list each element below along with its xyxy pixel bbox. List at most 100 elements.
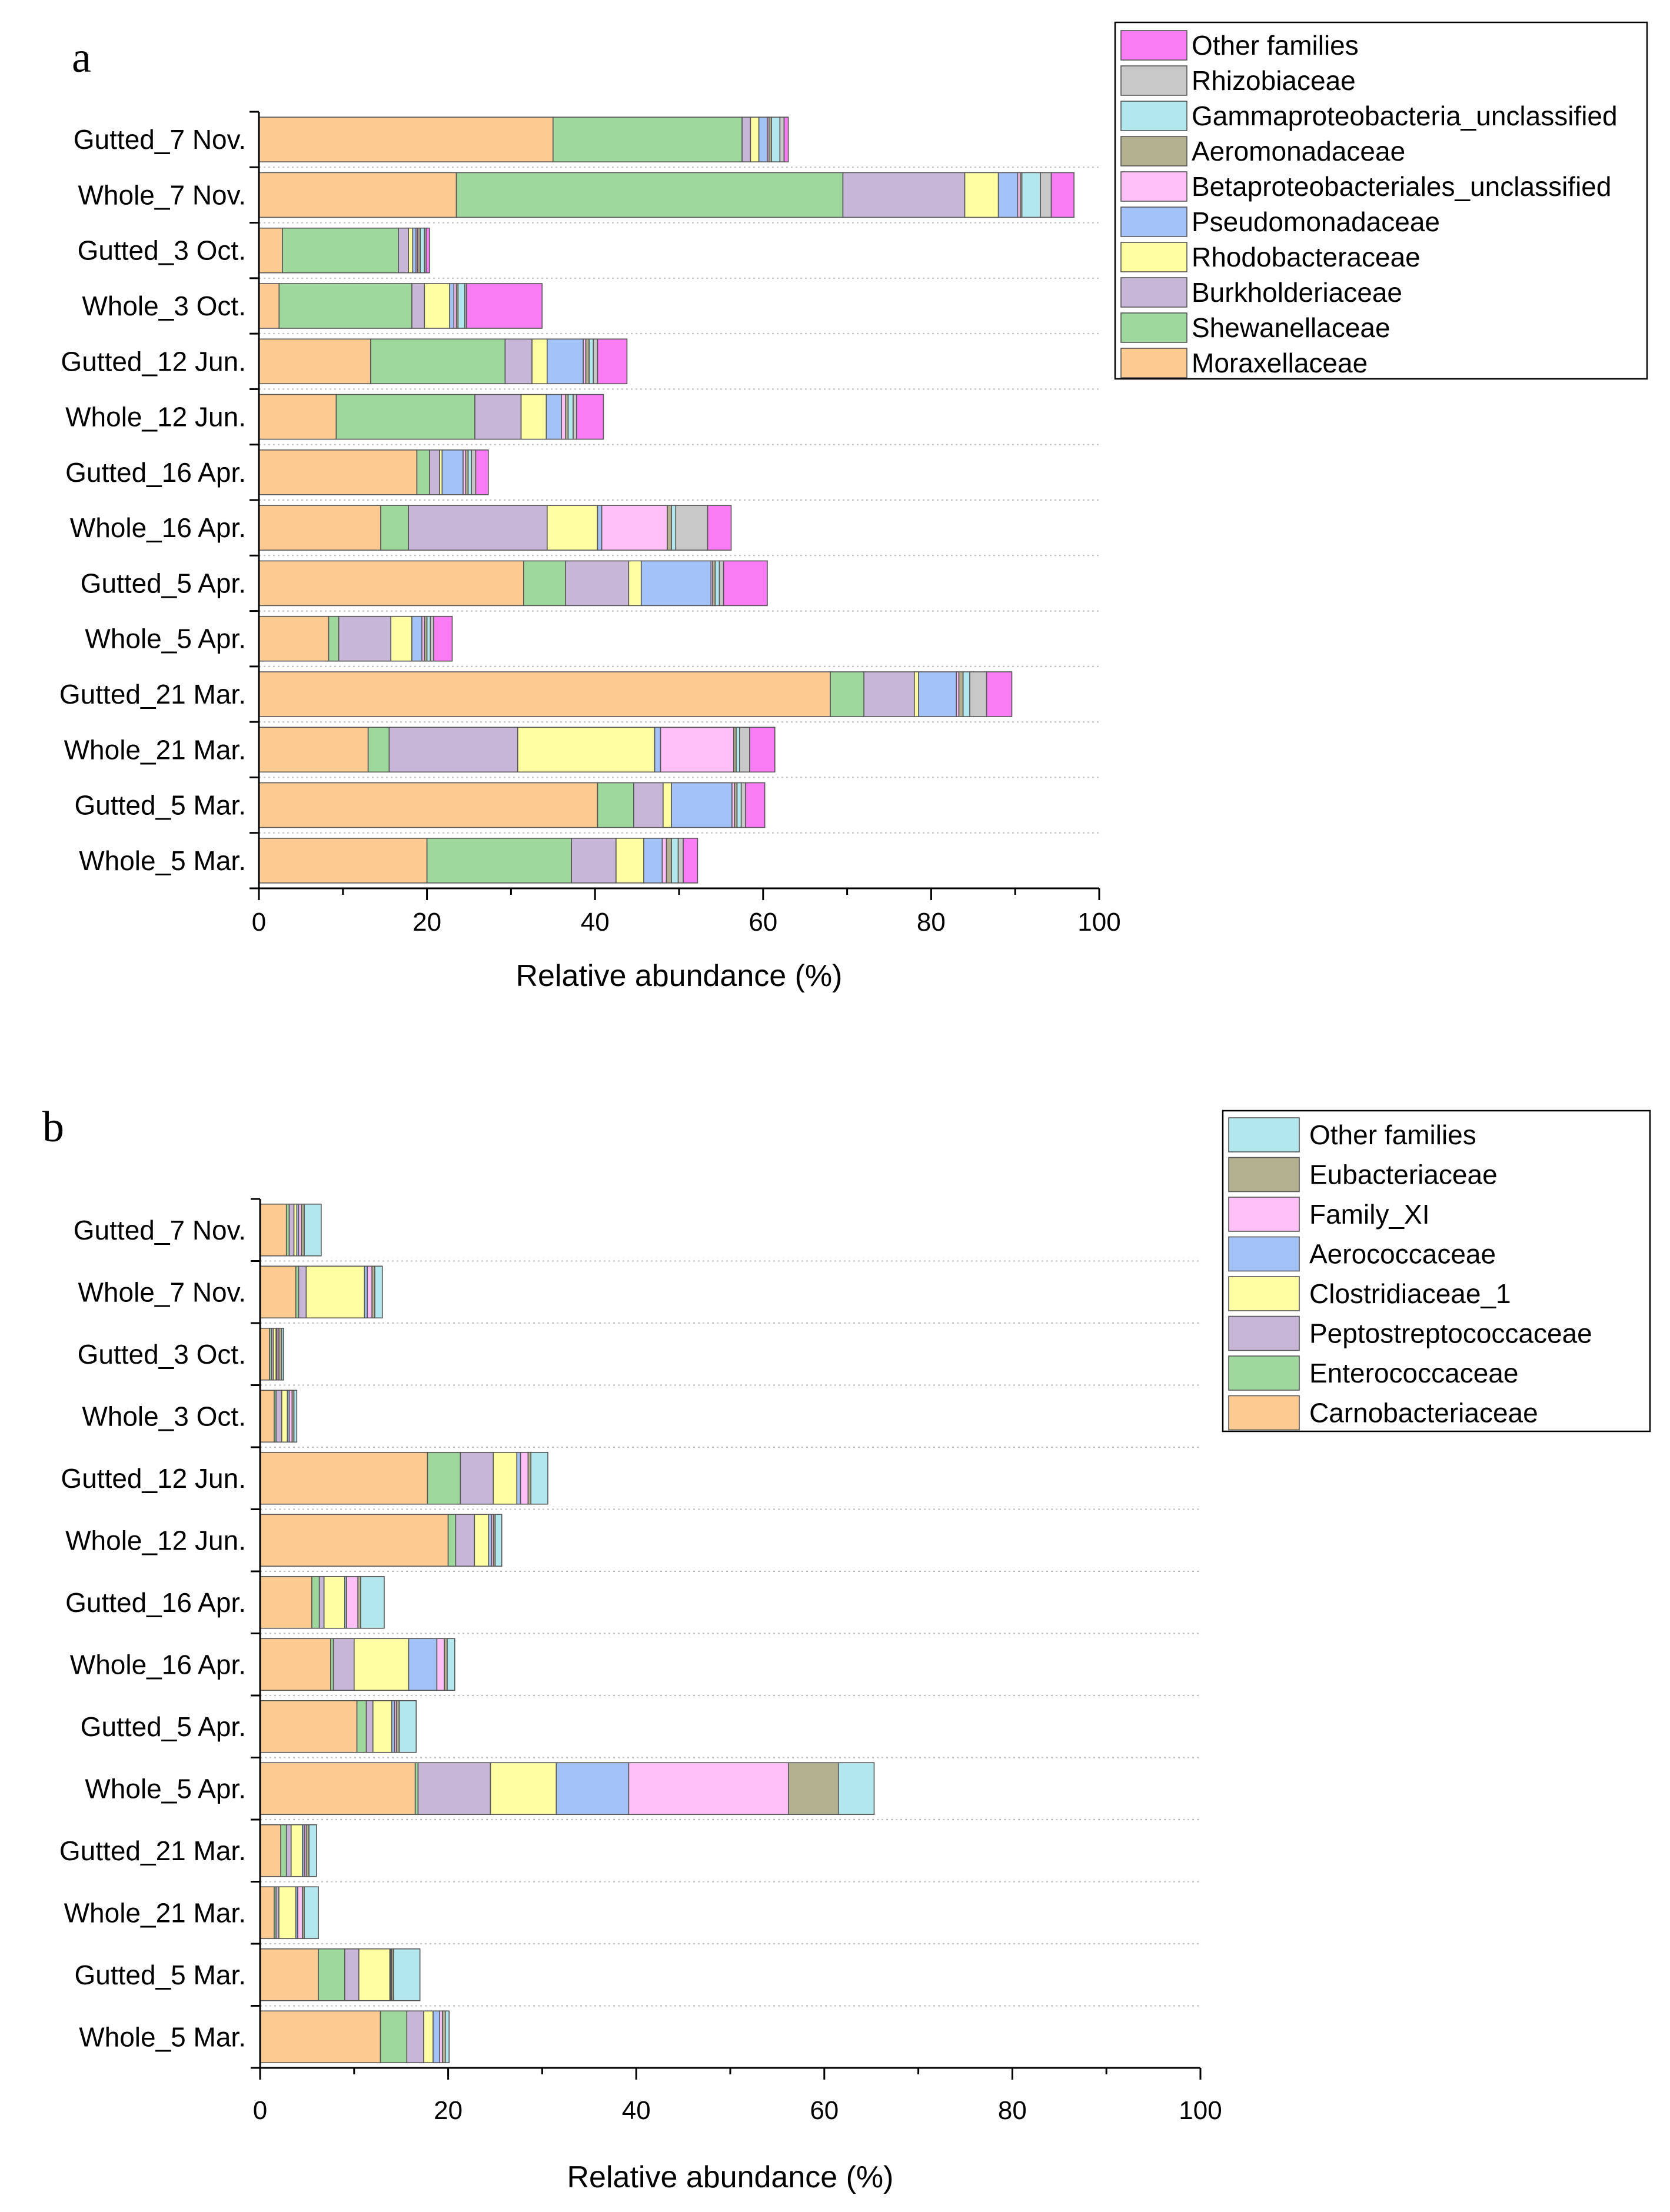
panel-a-legend-label: Other families [1192, 30, 1359, 61]
panel-b-bars [260, 1203, 875, 2064]
panel-a-segment-whole-5-mar-shewanellaceae [426, 838, 573, 884]
panel-a-segment-whole-12-jun-burkholderiaceae [474, 394, 522, 440]
panel-b-segment-whole-5-mar-peptostreptococcaceae [406, 2010, 424, 2064]
panel-a-x-axis-label: Relative abundance (%) [516, 959, 843, 993]
panel-b-segment-whole-12-jun-peptostreptococcaceae [455, 1514, 475, 1567]
panel-a-segment-whole-16-apr-moraxellaceae [258, 505, 381, 551]
panel-a-segment-gutted-12-jun-shewanellaceae [370, 338, 506, 385]
panel-a-segment-whole-3-oct-gammaproteobacteria-unclassified [457, 283, 465, 329]
panel-a-segment-whole-5-mar-betaproteobacteriales-unclassified [661, 838, 667, 884]
panel-a-segment-whole-7-nov-gammaproteobacteria-unclassified [1021, 172, 1041, 218]
panel-b-category-label: Gutted_3 Oct. [78, 1339, 246, 1370]
panel-a-segment-whole-5-mar-burkholderiaceae [571, 838, 617, 884]
panel-a-category-label: Whole_5 Apr. [85, 624, 246, 654]
panel-a-segment-gutted-3-oct-burkholderiaceae [398, 227, 409, 274]
panel-a-legend-swatch [1120, 348, 1187, 378]
panel-b-segment-gutted-16-apr-peptostreptococcaceae [318, 1575, 325, 1629]
panel-a-segment-gutted-21-mar-aeromonadaceae [958, 671, 964, 717]
panel-b-segment-gutted-16-apr-enterococcaceae [311, 1575, 320, 1629]
panel-a-legend-item-aeromonadaceae: Aeromonadaceae [1120, 136, 1405, 166]
panel-a-category-label: Whole_3 Oct. [82, 291, 246, 321]
panel-a-bar-whole-5-apr [258, 615, 453, 662]
panel-a-segment-whole-5-apr-shewanellaceae [328, 615, 340, 662]
panel-b-segment-gutted-5-apr-clostridiaceae-1 [372, 1700, 392, 1753]
panel-a-bar-whole-5-mar [258, 838, 698, 884]
panel-b-segment-whole-21-mar-clostridiaceae-1 [278, 1886, 297, 1940]
panel-b-segment-whole-3-oct-peptostreptococcaceae [275, 1390, 282, 1443]
panel-a-segment-gutted-21-mar-pseudomonadaceae [918, 671, 957, 717]
panel-a-legend-swatch [1120, 206, 1187, 237]
panel-b-category-label: Gutted_16 Apr. [65, 1587, 246, 1618]
panel-a-segment-whole-21-mar-pseudomonadaceae [654, 727, 661, 773]
panel-a-segment-whole-16-apr-aeromonadaceae [667, 505, 672, 551]
panel-b-segment-whole-3-oct-carnobacteriaceae [260, 1390, 275, 1443]
panel-a-segment-whole-16-apr-other-families [707, 505, 732, 551]
panel-a-segment-gutted-7-nov-moraxellaceae [258, 116, 554, 162]
panel-b-legend-label: Peptostreptococcaceae [1309, 1318, 1592, 1349]
panel-a-legend-swatch [1120, 30, 1187, 61]
panel-a-bar-gutted-5-mar [258, 782, 766, 828]
panel-a-legend-label: Aeromonadaceae [1192, 136, 1405, 166]
panel-a-category-label: Whole_16 Apr. [70, 512, 246, 543]
panel-a-legend-item-betaproteobacteriales-unclassified: Betaproteobacteriales_unclassified [1120, 171, 1611, 202]
panel-b-segment-gutted-5-mar-clostridiaceae-1 [358, 1948, 391, 2001]
panel-a-legend-item-moraxellaceae: Moraxellaceae [1120, 348, 1368, 378]
panel-a-segment-gutted-21-mar-gammaproteobacteria-unclassified [962, 671, 970, 717]
panel-a-category-label: Gutted_16 Apr. [65, 457, 246, 488]
panel-a-segment-whole-5-apr-burkholderiaceae [338, 615, 391, 662]
panel-b-segment-gutted-5-apr-carnobacteriaceae [260, 1700, 358, 1753]
panel-b-bar-gutted-5-mar [260, 1948, 421, 2001]
panel-a-category-label: Whole_5 Mar. [79, 845, 246, 876]
panel-b-legend-label: Eubacteriaceae [1309, 1160, 1498, 1190]
panel-a-category-label: Whole_21 Mar. [64, 734, 246, 765]
panel-b-segment-gutted-16-apr-carnobacteriaceae [260, 1575, 312, 1629]
panel-a-category-label: Gutted_5 Apr. [81, 568, 246, 598]
panel-a-bar-gutted-7-nov [258, 116, 789, 162]
panel-b-segment-whole-16-apr-peptostreptococcaceae [332, 1638, 355, 1691]
panel-b-legend-item-aerococcaceae: Aerococcaceae [1228, 1236, 1496, 1272]
panel-b-category-label: Whole_5 Mar. [79, 2021, 246, 2052]
panel-a-segment-gutted-5-mar-rhodobacteraceae [663, 782, 672, 828]
panel-a-segment-gutted-5-mar-other-families [745, 782, 766, 828]
panel-b-segment-whole-3-oct-clostridiaceae-1 [281, 1390, 288, 1443]
panel-b-legend-swatch [1228, 1117, 1300, 1152]
panel-b-segment-whole-3-oct-other-families [293, 1390, 298, 1443]
panel-b-legend-item-family-xi: Family_XI [1228, 1197, 1429, 1232]
panel-a-segment-whole-7-nov-shewanellaceae [455, 172, 844, 218]
panel-b-segment-gutted-5-mar-carnobacteriaceae [260, 1948, 319, 2001]
panel-b-legend-swatch [1228, 1157, 1300, 1192]
panel-b-category-label: Whole_21 Mar. [64, 1897, 246, 1928]
panel-b-segment-gutted-5-apr-other-families [398, 1700, 417, 1753]
panel-b-segment-gutted-7-nov-carnobacteriaceae [260, 1203, 287, 1257]
panel-a-category-label: Gutted_7 Nov. [74, 124, 246, 155]
panel-a-legend-label: Pseudomonadaceae [1192, 206, 1440, 237]
panel-b-segment-gutted-12-jun-aerococcaceae [516, 1451, 521, 1505]
panel-a-grid [259, 166, 1099, 834]
panel-b-segment-whole-12-jun-clostridiaceae-1 [474, 1514, 490, 1567]
panel-a-legend-swatch [1120, 242, 1187, 272]
panel-a-segment-whole-5-apr-pseudomonadaceae [411, 615, 423, 662]
panel-a-segment-whole-21-mar-rhodobacteraceae [517, 727, 656, 773]
panel-b-segment-whole-7-nov-clostridiaceae-1 [305, 1265, 365, 1319]
panel-a-x-tick-label: 20 [412, 908, 441, 937]
panel-b-segment-whole-12-jun-carnobacteriaceae [260, 1514, 449, 1567]
panel-a-x-tick-label: 80 [917, 908, 946, 937]
panel-a-legend-item-other-families: Other families [1120, 30, 1359, 61]
panel-a-segment-whole-5-mar-rhodobacteraceae [616, 838, 644, 884]
panel-a-legend-label: Rhodobacteraceae [1192, 242, 1421, 272]
panel-a-legend-swatch [1120, 101, 1187, 131]
panel-b-legend-label: Carnobacteriaceae [1309, 1398, 1538, 1428]
panel-b-legend-item-peptostreptococcaceae: Peptostreptococcaceae [1228, 1315, 1592, 1351]
panel-b-bar-whole-3-oct [260, 1390, 298, 1443]
panel-b-segment-whole-5-mar-aerococcaceae [433, 2010, 441, 2064]
panel-a-x-tick-label: 0 [252, 908, 266, 937]
panel-b-legend-swatch [1228, 1276, 1300, 1311]
panel-a-segment-whole-12-jun-moraxellaceae [258, 394, 337, 440]
panel-a-segment-whole-5-mar-other-families [683, 838, 698, 884]
panel-b-segment-whole-12-jun-other-families [494, 1514, 503, 1567]
panel-a-segment-gutted-5-mar-gammaproteobacteria-unclassified [736, 782, 742, 828]
panel-b-segment-gutted-12-jun-peptostreptococcaceae [460, 1451, 494, 1505]
panel-a-segment-gutted-5-apr-rhodobacteraceae [628, 560, 642, 607]
panel-a-legend-swatch [1120, 65, 1187, 96]
